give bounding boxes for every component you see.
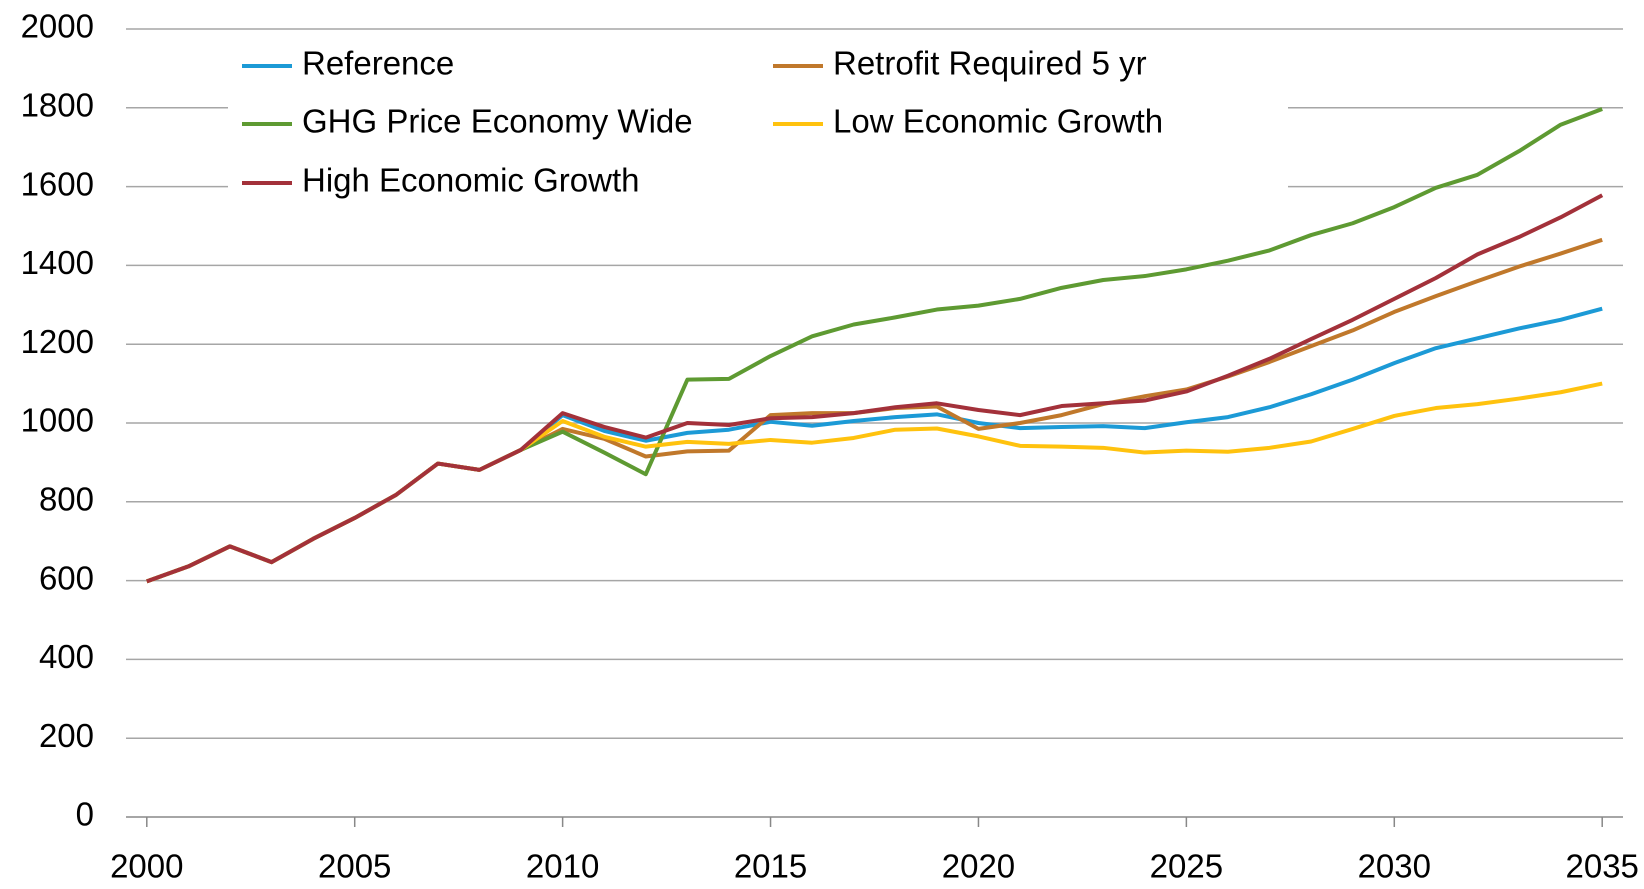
x-tick-label: 2025 bbox=[1150, 848, 1223, 885]
x-tick-label: 2030 bbox=[1358, 848, 1431, 885]
y-tick-label: 400 bbox=[39, 638, 94, 675]
x-tick-label: 2005 bbox=[318, 848, 391, 885]
y-tick-label: 2000 bbox=[21, 8, 94, 45]
y-tick-label: 1400 bbox=[21, 244, 94, 281]
series-line bbox=[146, 381, 1603, 584]
y-tick-label: 200 bbox=[39, 717, 94, 754]
legend-label: High Economic Growth bbox=[302, 162, 639, 199]
y-tick-label: 1600 bbox=[21, 165, 94, 202]
x-tick-label: 2000 bbox=[110, 848, 183, 885]
x-tick-label: 2020 bbox=[942, 848, 1015, 885]
y-tick-label: 800 bbox=[39, 481, 94, 518]
y-tick-label: 600 bbox=[39, 559, 94, 596]
legend-label: Retrofit Required 5 yr bbox=[833, 45, 1147, 82]
y-tick-label: 1800 bbox=[21, 87, 94, 124]
y-tick-label: 1000 bbox=[21, 402, 94, 439]
y-tick-label: 0 bbox=[76, 796, 94, 833]
x-tick-label: 2015 bbox=[734, 848, 807, 885]
series-line bbox=[146, 306, 1603, 584]
legend-label: Low Economic Growth bbox=[833, 103, 1163, 140]
legend-label: Reference bbox=[302, 45, 454, 82]
legend-background bbox=[228, 40, 1288, 210]
x-tick-label: 2010 bbox=[526, 848, 599, 885]
y-tick-label: 1200 bbox=[21, 323, 94, 360]
series-line bbox=[146, 193, 1604, 584]
x-tick-label: 2035 bbox=[1565, 848, 1638, 885]
legend-label: GHG Price Economy Wide bbox=[302, 103, 693, 140]
